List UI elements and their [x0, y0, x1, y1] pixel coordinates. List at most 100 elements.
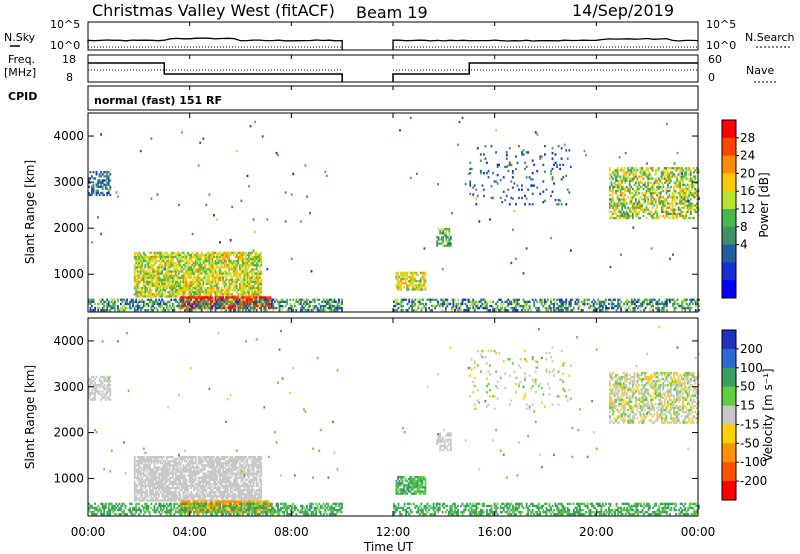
- heatmap-cell: [205, 304, 208, 308]
- heatmap-cell: [167, 478, 170, 481]
- heatmap-cell: [663, 202, 666, 205]
- heatmap-cell: [190, 460, 193, 463]
- heatmap-cell: [306, 298, 308, 301]
- heatmap-cell: [242, 278, 244, 281]
- heatmap-cell: [536, 133, 539, 136]
- heatmap-cell: [464, 309, 467, 312]
- heatmap-cell: [161, 255, 164, 259]
- heatmap-cell: [689, 169, 692, 172]
- heatmap-cell: [216, 302, 218, 306]
- heatmap-cell: [623, 302, 626, 306]
- heatmap-cell: [394, 304, 397, 308]
- heatmap-cell: [616, 194, 619, 197]
- heatmap-cell: [452, 298, 455, 301]
- heatmap-cell: [665, 177, 668, 180]
- heatmap-cell: [197, 282, 200, 286]
- heatmap-cell: [139, 493, 142, 496]
- heatmap-cell: [466, 309, 469, 312]
- heatmap-cell: [133, 264, 136, 267]
- heatmap-cell: [592, 309, 595, 312]
- heatmap-cell: [635, 167, 637, 170]
- heatmap-cell: [258, 253, 261, 257]
- heatmap-cell: [656, 187, 659, 191]
- heatmap-cell: [685, 302, 688, 306]
- heatmap-cell: [452, 302, 455, 306]
- heatmap-cell: [214, 280, 217, 284]
- heatmap-cell: [668, 206, 671, 209]
- heatmap-cell: [136, 253, 139, 257]
- heatmap-cell: [659, 194, 662, 197]
- heatmap-cell: [191, 304, 194, 308]
- heatmap-cell: [283, 300, 286, 304]
- heatmap-cell: [605, 304, 607, 308]
- heatmap-cell: [245, 266, 247, 269]
- heatmap-cell: [181, 280, 183, 284]
- heatmap-cell: [179, 268, 182, 271]
- heatmap-cell: [213, 289, 215, 292]
- heatmap-cell: [228, 286, 231, 290]
- heatmap-cell: [165, 478, 168, 481]
- heatmap-cell: [179, 499, 182, 502]
- heatmap-cell: [168, 480, 171, 484]
- heatmap-cell: [220, 278, 223, 281]
- heatmap-cell: [141, 482, 144, 486]
- heatmap-cell: [91, 187, 93, 190]
- heatmap-cell: [228, 257, 231, 261]
- heatmap-cell: [248, 253, 250, 257]
- heatmap-cell: [513, 182, 516, 185]
- heatmap-cell: [174, 470, 177, 473]
- heatmap-cell: [495, 151, 498, 154]
- heatmap-cell: [214, 282, 217, 286]
- heatmap-cell: [156, 482, 159, 486]
- heatmap-cell: [196, 276, 199, 279]
- heatmap-cell: [239, 278, 241, 281]
- heatmap-cell: [184, 282, 186, 286]
- heatmap-cell: [223, 264, 226, 267]
- heatmap-cell: [466, 298, 469, 301]
- heatmap-cell: [670, 202, 672, 205]
- heatmap-cell: [229, 278, 232, 281]
- heatmap-cell: [553, 302, 555, 306]
- heatmap-cell: [190, 264, 193, 267]
- heatmap-cell: [184, 253, 186, 257]
- heatmap-cell: [622, 187, 625, 191]
- heatmap-cell: [667, 185, 669, 189]
- heatmap-cell: [109, 179, 112, 182]
- heatmap-cell: [660, 206, 663, 209]
- heatmap-cell: [638, 300, 641, 304]
- heatmap-cell: [492, 309, 494, 312]
- heatmap-cell: [196, 253, 199, 257]
- heatmap-cell: [185, 282, 188, 286]
- heatmap-cell: [255, 293, 258, 296]
- heatmap-cell: [401, 277, 404, 281]
- heatmap-cell: [147, 456, 150, 459]
- heatmap-cell: [508, 203, 511, 206]
- heatmap-cell: [258, 259, 261, 263]
- heatmap-cell: [179, 309, 182, 312]
- heatmap-cell: [411, 298, 414, 301]
- heatmap-cell: [164, 462, 167, 465]
- heatmap-cell: [181, 476, 183, 479]
- heatmap-cell: [208, 251, 211, 255]
- heatmap-cell: [665, 206, 668, 209]
- heatmap-cell: [693, 298, 696, 301]
- heatmap-cell: [533, 184, 536, 187]
- heatmap-cell: [138, 264, 141, 267]
- heatmap-cell: [264, 298, 267, 301]
- heatmap-cell: [682, 306, 685, 310]
- heatmap-cell: [516, 184, 519, 187]
- heatmap-cell: [325, 306, 328, 310]
- heatmap-cell: [243, 270, 246, 273]
- heatmap-cell: [639, 181, 642, 184]
- heatmap-cell: [683, 202, 686, 205]
- heatmap-cell: [650, 247, 653, 250]
- heatmap-cell: [696, 206, 698, 209]
- heatmap-cell: [271, 302, 273, 306]
- heatmap-cell: [674, 183, 677, 187]
- heatmap-cell: [522, 153, 525, 156]
- heatmap-cell: [107, 175, 110, 178]
- heatmap-cell: [162, 456, 165, 459]
- heatmap-cell: [142, 458, 145, 461]
- heatmap-cell: [170, 262, 173, 265]
